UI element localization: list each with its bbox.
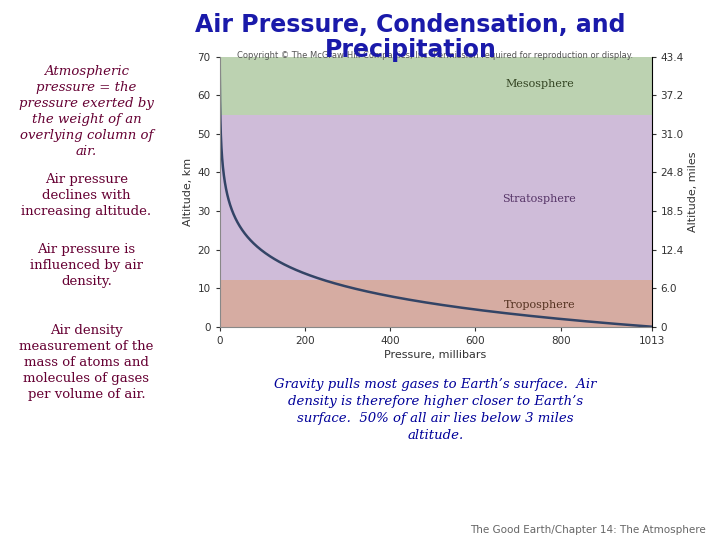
X-axis label: Pressure, millibars: Pressure, millibars: [384, 350, 487, 360]
Text: Troposphere: Troposphere: [503, 300, 575, 310]
Text: Air pressure is
influenced by air
density.: Air pressure is influenced by air densit…: [30, 243, 143, 288]
Text: Precipitation: Precipitation: [325, 38, 496, 62]
Text: Stratosphere: Stratosphere: [503, 194, 576, 205]
Text: Mesosphere: Mesosphere: [505, 79, 574, 89]
Text: Gravity pulls most gases to Earth’s surface.  Air
density is therefore higher cl: Gravity pulls most gases to Earth’s surf…: [274, 378, 597, 442]
Y-axis label: Altitude, miles: Altitude, miles: [688, 151, 698, 232]
Bar: [220, 57, 652, 114]
Bar: [220, 280, 652, 327]
Text: Atmospheric
pressure = the
pressure exerted by
the weight of an
overlying column: Atmospheric pressure = the pressure exer…: [19, 65, 154, 158]
Bar: [220, 114, 652, 280]
Text: Copyright © The McGraw-Hill Companies, Inc. Permission required for reproduction: Copyright © The McGraw-Hill Companies, I…: [238, 51, 634, 60]
Text: Air density
measurement of the
mass of atoms and
molecules of gases
per volume o: Air density measurement of the mass of a…: [19, 324, 153, 401]
Text: Air pressure
declines with
increasing altitude.: Air pressure declines with increasing al…: [22, 173, 151, 218]
Text: The Good Earth/Chapter 14: The Atmosphere: The Good Earth/Chapter 14: The Atmospher…: [470, 524, 706, 535]
Y-axis label: Altitude, km: Altitude, km: [184, 158, 193, 226]
Text: Air Pressure, Condensation, and: Air Pressure, Condensation, and: [195, 14, 626, 37]
